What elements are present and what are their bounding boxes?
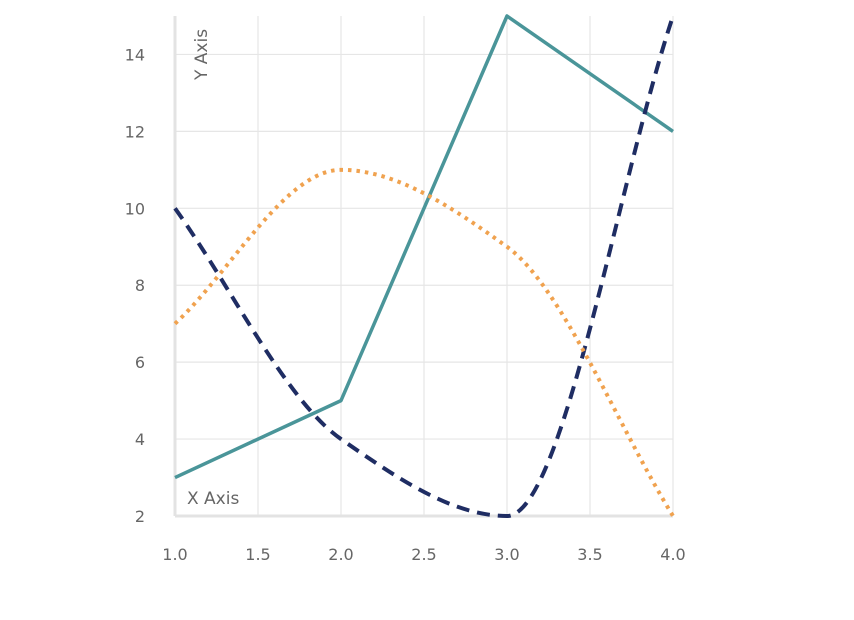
x-tick-label: 1.5	[245, 545, 270, 564]
series-line-3	[173, 167, 675, 518]
grid	[174, 16, 674, 517]
y-tick-labels: 2 4 6 8 10 12 14	[125, 45, 145, 526]
y-tick-label: 6	[135, 353, 145, 372]
series-lines	[173, 14, 675, 518]
x-tick-label: 3.5	[577, 545, 602, 564]
x-tick-label: 1.0	[162, 545, 187, 564]
y-tick-label: 2	[135, 507, 145, 526]
x-tick-labels: 1.0 1.5 2.0 2.5 3.0 3.5 4.0	[162, 545, 685, 564]
y-tick-label: 14	[125, 45, 145, 64]
series-line-1	[174, 14, 674, 480]
x-axis-title: X Axis	[187, 489, 239, 509]
x-tick-label: 2.5	[411, 545, 436, 564]
y-tick-label: 10	[125, 199, 145, 218]
y-axis-title: Y Axis	[192, 29, 212, 81]
x-tick-label: 3.0	[494, 545, 519, 564]
series-line-2	[173, 15, 675, 518]
x-tick-label: 4.0	[660, 545, 685, 564]
y-tick-label: 8	[135, 276, 145, 295]
y-tick-label: 4	[135, 430, 145, 449]
x-tick-label: 2.0	[328, 545, 353, 564]
axes	[173, 16, 673, 518]
y-tick-label: 12	[125, 122, 145, 141]
